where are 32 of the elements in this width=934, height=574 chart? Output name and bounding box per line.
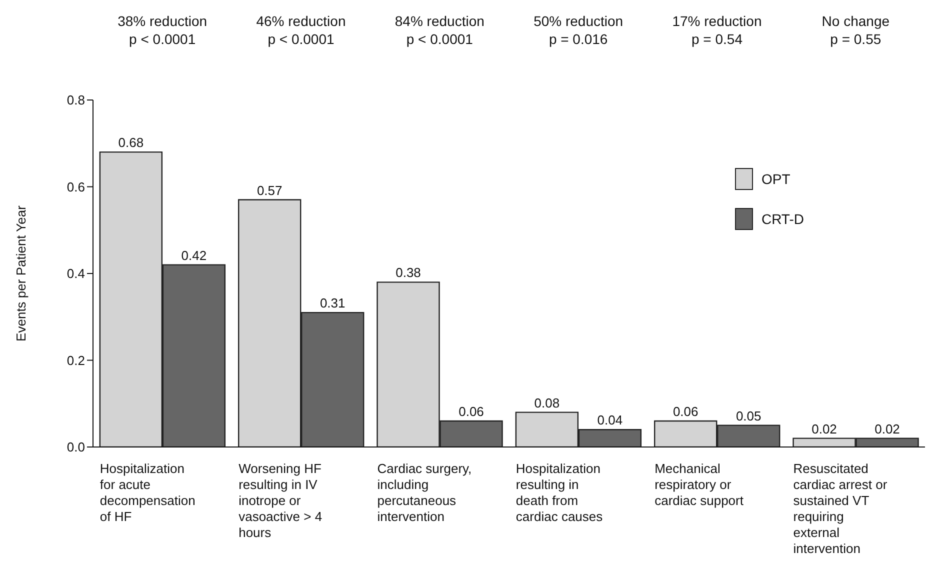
y-tick-label: 0.4 xyxy=(66,266,85,282)
text: 38% reduction p < 0.0001 xyxy=(116,12,208,48)
data-label: 0.38 xyxy=(396,265,421,280)
text: 46% reduction p < 0.0001 xyxy=(255,12,347,48)
data-label: 0.06 xyxy=(458,404,484,419)
x-tick-label: Cardiac surgery, including percutaneous intervention xyxy=(377,461,472,524)
text: 17% reduction p = 0.54 xyxy=(671,12,763,48)
y-tick-label: 0.8 xyxy=(66,92,85,108)
y-axis-title: Events per Patient Year xyxy=(14,204,29,342)
text: 84% reduction p < 0.0001 xyxy=(394,12,486,48)
data-label: 0.02 xyxy=(812,421,837,436)
data-label: 0.06 xyxy=(672,404,698,419)
data-label: 0.68 xyxy=(118,135,144,150)
x-tick-label: Worsening HF resulting in IV inotrope or vasoactive > 4 hours xyxy=(238,461,322,540)
x-tick-label: Hospitalization for acute decompensation of HF xyxy=(100,461,196,524)
data-label: 0.05 xyxy=(736,408,762,424)
data-label: 0.57 xyxy=(256,182,282,198)
data-label: 0.04 xyxy=(597,412,623,428)
x-tick-label: Mechanical respiratory or cardiac support xyxy=(654,461,744,508)
data-label: 0.02 xyxy=(874,421,900,436)
y-tick-label: 0.2 xyxy=(66,352,85,368)
y-tick-label: 0.6 xyxy=(66,179,85,194)
y-tick-label: 0.0 xyxy=(66,440,85,455)
data-label: 0.31 xyxy=(320,296,346,311)
x-tick-label: Resuscitated cardiac arrest or sustained VT requiring external intervention xyxy=(793,461,888,556)
text: 50% reduction p = 0.016 xyxy=(532,12,624,48)
legend-label: OPT xyxy=(761,171,790,187)
text: No change p = 0.55 xyxy=(820,12,891,48)
x-tick-label: Hospitalization resulting in death from cardiac causes xyxy=(516,461,604,524)
legend-label: CRT-D xyxy=(761,211,804,227)
data-label: 0.42 xyxy=(181,248,207,263)
data-label: 0.08 xyxy=(534,395,560,410)
